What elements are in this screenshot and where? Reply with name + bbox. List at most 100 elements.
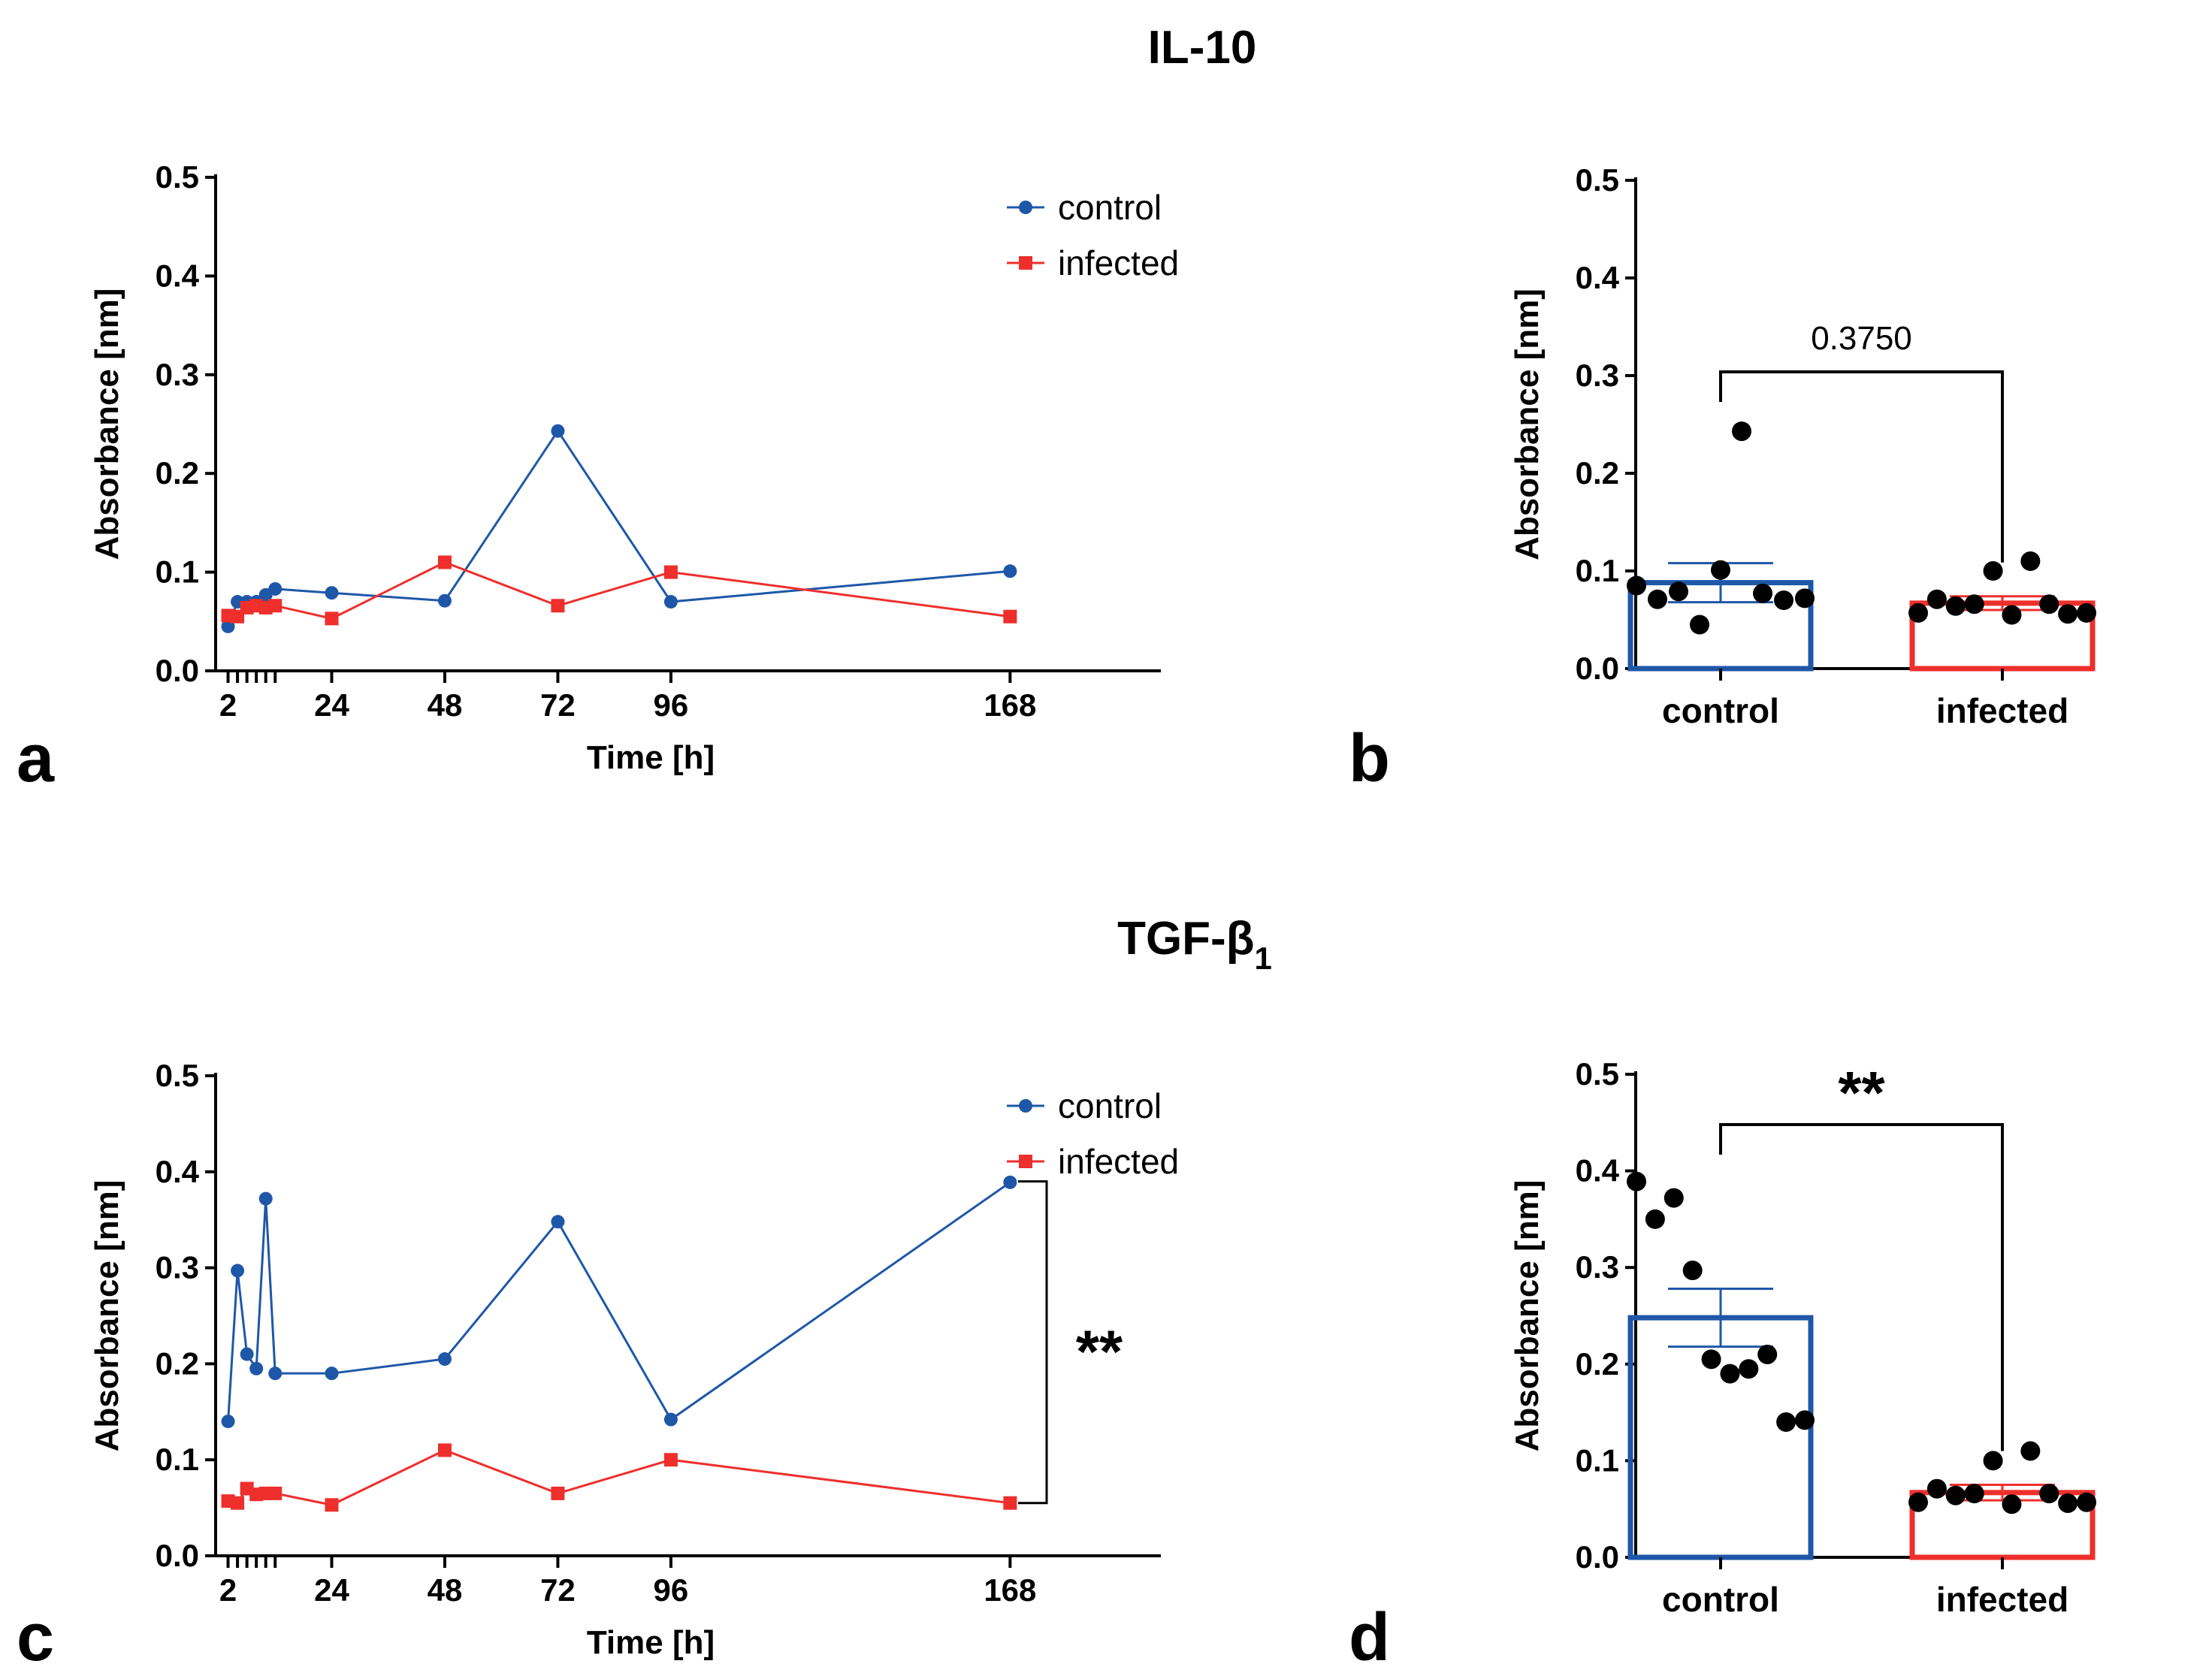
b-y-tick-label: 0.0	[1576, 651, 1619, 686]
b-y-tick-label: 0.1	[1576, 553, 1619, 588]
panel-d-bar-chart: 0.0 0.1 0.2 0.3 0.4 0.5 Absorbance [nm] control…	[1509, 1056, 2096, 1619]
a-y-tick-label: 0.2	[156, 455, 199, 491]
c-control-series-line	[227, 1181, 1011, 1422]
d-category-label-infected: infected	[1936, 1580, 2068, 1619]
d-data-point-infected	[1926, 1478, 1947, 1499]
a-y-tick-label: 0.3	[156, 357, 199, 392]
d-data-point-control	[1645, 1209, 1665, 1229]
c-control-point	[231, 1264, 245, 1278]
c-control-point	[1003, 1175, 1017, 1189]
c-significance-stars: **	[1076, 1318, 1123, 1385]
b-data-point-infected	[1945, 596, 1966, 616]
d-data-point-infected	[2020, 1441, 2041, 1461]
d-data-point-control	[1795, 1410, 1815, 1430]
c-legend-label: control	[1058, 1086, 1162, 1125]
panel-letter-b: b	[1349, 721, 1390, 796]
c-infected-point	[437, 1443, 452, 1457]
c-significance-bracket	[1018, 1180, 1048, 1505]
d-data-point-infected	[2002, 1494, 2022, 1514]
c-legend-marker	[1019, 1099, 1032, 1113]
b-data-point-control	[1753, 583, 1772, 603]
panel-b-bar-chart: 0.0 0.1 0.2 0.3 0.4 0.5 Absorbance [nm] control…	[1509, 162, 2096, 730]
a-infected-point	[1003, 609, 1017, 624]
a-legend-label: control	[1058, 188, 1162, 227]
a-y-tick-label: 0.4	[156, 258, 200, 293]
b-data-point-control	[1669, 581, 1688, 602]
c-control-point	[268, 1366, 283, 1381]
d-category-label-control: control	[1662, 1580, 1779, 1619]
a-legend-marker	[1019, 201, 1032, 214]
b-y-tick-label: 0.4	[1576, 260, 1620, 295]
b-y-tick-label: 0.5	[1576, 162, 1619, 198]
b-data-point-infected	[1964, 594, 1984, 615]
c-x-tick-label: 96	[654, 1572, 689, 1608]
d-data-point-control	[1720, 1363, 1740, 1384]
b-data-point-infected	[2002, 605, 2022, 625]
d-y-axis-label: Absorbance [nm]	[1509, 1180, 1546, 1452]
b-data-point-infected	[1926, 589, 1947, 609]
c-y-tick-label: 0.4	[156, 1154, 200, 1189]
section-title-tgf-subscript: 1	[1255, 941, 1272, 976]
d-comparison-bracket	[1719, 1123, 2004, 1451]
b-data-point-infected	[2058, 604, 2078, 624]
c-infected-point	[663, 1453, 678, 1467]
c-x-tick-label: 2	[219, 1572, 237, 1608]
b-y-axis-label: Absorbance [nm]	[1509, 288, 1546, 560]
c-infected-point	[231, 1496, 245, 1510]
a-x-tick-label: 48	[428, 687, 463, 723]
d-data-point-control	[1739, 1359, 1759, 1379]
d-y-tick-label: 0.0	[1576, 1539, 1619, 1575]
b-data-point-control	[1627, 575, 1646, 596]
panel-letter-d: d	[1349, 1600, 1390, 1673]
a-legend-label: infected	[1058, 243, 1179, 282]
b-data-point-control	[1795, 588, 1815, 609]
b-y-tick-label: 0.2	[1576, 455, 1619, 491]
c-control-point	[249, 1361, 264, 1376]
c-y-tick-label: 0.2	[156, 1345, 199, 1381]
a-control-point	[325, 586, 339, 600]
d-data-point-infected	[2077, 1492, 2096, 1512]
b-data-point-control	[1732, 421, 1751, 442]
c-control-point	[258, 1191, 273, 1206]
a-control-point	[268, 581, 283, 596]
panel-letter-c: c	[17, 1600, 54, 1673]
c-control-point	[221, 1415, 235, 1429]
a-control-series-line	[227, 428, 1011, 627]
a-x-tick-label: 168	[984, 687, 1036, 723]
c-y-tick-label: 0.5	[156, 1058, 199, 1093]
d-y-tick-label: 0.3	[1576, 1249, 1619, 1285]
a-x-axis-label: Time [h]	[587, 739, 715, 776]
b-comparison-annotation: 0.3750	[1811, 320, 1912, 357]
a-legend-marker	[1019, 256, 1032, 270]
d-data-point-control	[1682, 1261, 1703, 1281]
a-y-tick-label: 0.1	[156, 554, 199, 590]
d-data-point-infected	[2039, 1484, 2059, 1504]
a-control-point	[663, 595, 678, 609]
d-bar-control	[1627, 1315, 1814, 1560]
d-data-point-control	[1757, 1344, 1778, 1364]
c-control-point	[437, 1352, 452, 1366]
a-control-point	[1003, 564, 1017, 578]
d-comparison-annotation: **	[1838, 1059, 1885, 1126]
panel-letter-a: a	[17, 721, 55, 796]
section-title-tgf: TGF-β1	[1117, 913, 1272, 976]
a-x-tick-label: 24	[314, 687, 349, 723]
b-data-point-control	[1711, 560, 1730, 580]
a-infected-point	[268, 599, 283, 613]
d-data-point-control	[1776, 1412, 1796, 1432]
c-x-axis-label: Time [h]	[587, 1624, 715, 1661]
c-infected-point	[325, 1498, 339, 1512]
a-x-tick-label: 72	[540, 687, 576, 723]
b-data-point-control	[1774, 590, 1793, 610]
d-data-point-infected	[1964, 1484, 1984, 1504]
c-y-tick-label: 0.1	[156, 1442, 199, 1477]
d-data-point-control	[1627, 1171, 1646, 1191]
a-infected-series-line	[228, 560, 1011, 620]
c-control-point	[551, 1215, 565, 1229]
a-y-tick-label: 0.0	[156, 653, 199, 688]
b-data-point-infected	[2077, 602, 2096, 623]
c-infected-point	[1003, 1496, 1017, 1510]
d-data-point-control	[1664, 1188, 1684, 1208]
a-x-tick-label: 96	[654, 687, 689, 723]
